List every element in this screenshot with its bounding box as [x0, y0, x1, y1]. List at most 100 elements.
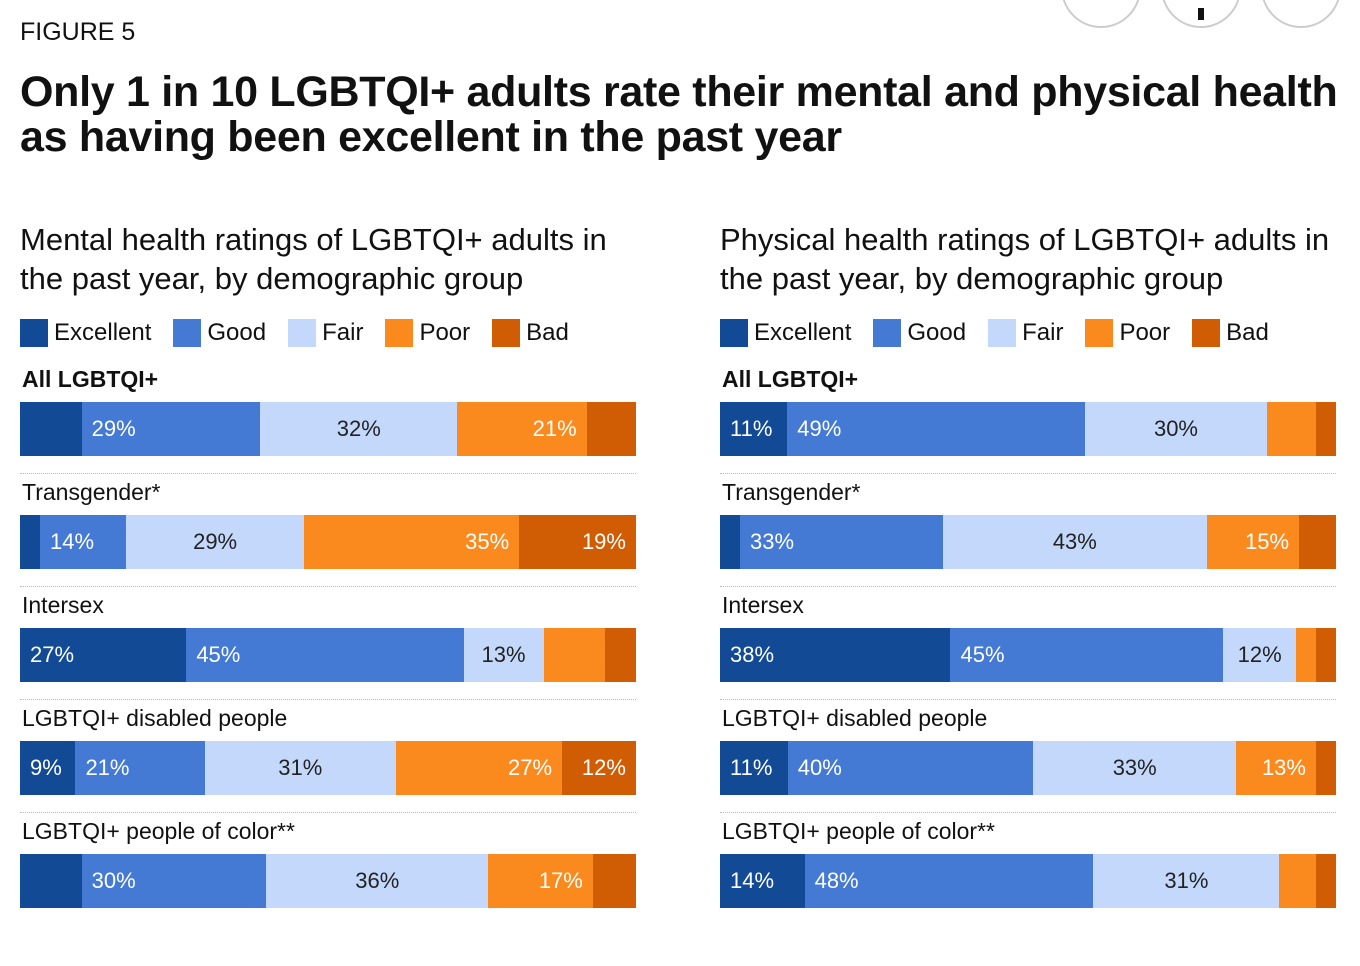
stacked-bar: 38% 45% 12% — [720, 628, 1336, 682]
bar-segment-poor: 13% — [1235, 741, 1316, 795]
bar-row: LGBTQI+ people of color** 30% 36% 17% — [20, 813, 636, 926]
data-label: 49% — [797, 416, 842, 441]
action-button-2[interactable] — [1161, 0, 1241, 28]
stacked-bar: 30% 36% 17% — [20, 854, 636, 908]
bar-segment-excellent: 14% — [720, 854, 805, 908]
bar-segment-good: 45% — [950, 628, 1224, 682]
mental-health-chart: Mental health ratings of LGBTQI+ adults … — [20, 220, 636, 926]
bar-segment-bad — [1315, 741, 1336, 795]
legend: Excellent Good Fair Poor Bad — [20, 319, 636, 347]
bar-segment-bad — [592, 854, 636, 908]
bar-segment-excellent: 38% — [720, 628, 951, 682]
stacked-bar: 9% 21% 31% 27% 12% — [20, 741, 636, 795]
chart-title: Physical health ratings of LGBTQI+ adult… — [720, 222, 1330, 296]
bar-segment-fair: 13% — [463, 628, 544, 682]
legend-label: Fair — [1022, 319, 1064, 346]
row-label: Transgender* — [22, 479, 161, 505]
row-label: All LGBTQI+ — [22, 366, 159, 392]
bar-row: LGBTQI+ disabled people 11% 40% 33% 13% — [720, 700, 1336, 813]
bar-row: Transgender* 33% 43% 15% — [720, 474, 1336, 587]
chart-title: Mental health ratings of LGBTQI+ adults … — [20, 222, 607, 296]
legend-swatch — [988, 319, 1017, 347]
data-label: 35% — [465, 529, 510, 554]
bar-segment-bad — [586, 402, 636, 456]
bar-segment-good: 48% — [804, 854, 1094, 908]
bar-segment-excellent — [720, 515, 740, 569]
row-label: Intersex — [722, 592, 804, 618]
stacked-bar: 29% 32% 21% — [20, 402, 636, 456]
bar-segment-good: 30% — [81, 854, 267, 908]
bar-segment-fair: 31% — [204, 741, 396, 795]
legend-swatch — [873, 319, 902, 347]
data-label: 15% — [1245, 529, 1290, 554]
legend-label: Poor — [1119, 319, 1171, 346]
legend-swatch — [288, 319, 317, 347]
legend-label: Good — [907, 319, 967, 346]
physical-health-chart: Physical health ratings of LGBTQI+ adult… — [720, 220, 1337, 926]
legend-item: Excellent — [720, 319, 851, 347]
legend-label: Good — [207, 319, 267, 346]
data-label: 12% — [581, 755, 626, 780]
row-label: LGBTQI+ people of color** — [22, 818, 295, 844]
data-label: 14% — [50, 529, 95, 554]
data-label: 45% — [196, 642, 241, 667]
legend-item: Poor — [385, 319, 470, 347]
legend-label: Bad — [1226, 319, 1269, 346]
legend-swatch — [173, 319, 202, 347]
bar-segment-poor: 15% — [1206, 515, 1300, 569]
bar-segment-bad — [605, 628, 636, 682]
row-label: LGBTQI+ people of color** — [722, 818, 995, 844]
data-label: 21% — [85, 755, 130, 780]
data-label: 14% — [730, 868, 775, 893]
data-label: 29% — [91, 416, 136, 441]
bar-segment-good: 40% — [787, 741, 1034, 795]
more-button[interactable] — [1261, 0, 1341, 28]
bar-row: LGBTQI+ people of color** 14% 48% 31% — [720, 813, 1337, 926]
data-label: 27% — [30, 642, 75, 667]
bar-segment-excellent — [20, 854, 82, 908]
row-label: LGBTQI+ disabled people — [22, 705, 288, 731]
legend-swatch — [1192, 319, 1221, 347]
legend-label: Excellent — [754, 319, 852, 346]
bar-segment-bad — [1316, 402, 1336, 456]
legend-item: Good — [173, 319, 266, 347]
bar-row: Transgender* 14% 29% 35% 19% — [20, 474, 636, 587]
bar-row: LGBTQI+ disabled people 9% 21% 31% 27% 12% — [20, 700, 636, 813]
bar-segment-poor — [543, 628, 606, 682]
bar-segment-poor — [1266, 402, 1316, 456]
legend-item: Excellent — [20, 319, 151, 347]
data-label: 17% — [538, 868, 583, 893]
data-label: 13% — [1261, 755, 1306, 780]
legend: Excellent Good Fair Poor Bad — [720, 319, 1336, 347]
stacked-bar: 14% 48% 31% — [720, 854, 1337, 908]
row-label: Intersex — [22, 592, 104, 618]
data-label: 21% — [532, 416, 577, 441]
bar-segment-excellent: 27% — [20, 628, 187, 682]
data-label: 11% — [730, 416, 773, 441]
data-label: 19% — [581, 529, 626, 554]
row-label: LGBTQI+ disabled people — [722, 705, 988, 731]
data-label: 32% — [336, 416, 381, 441]
data-label: 40% — [797, 755, 842, 780]
data-label: 48% — [814, 868, 859, 893]
stacked-bar: 33% 43% 15% — [720, 515, 1336, 569]
legend-swatch — [385, 319, 414, 347]
action-button-1[interactable] — [1061, 0, 1141, 28]
legend-swatch — [720, 319, 748, 347]
bar-segment-fair: 30% — [1084, 402, 1267, 456]
legend-item: Fair — [988, 319, 1063, 347]
bar-row: Intersex 27% 45% 13% — [20, 587, 636, 700]
bar-segment-good: 21% — [75, 741, 205, 795]
stacked-bar: 14% 29% 35% 19% — [20, 515, 636, 569]
legend-swatch — [20, 319, 48, 347]
bar-segment-bad: 12% — [562, 741, 636, 795]
stacked-bar: 11% 40% 33% 13% — [720, 741, 1336, 795]
bar-segment-poor — [1295, 628, 1316, 682]
data-label: 13% — [481, 642, 526, 667]
bar-segment-fair: 29% — [126, 515, 305, 569]
data-label: 43% — [1052, 529, 1097, 554]
figure-label: FIGURE 5 — [20, 18, 136, 46]
legend-label: Fair — [322, 319, 364, 346]
data-label: 36% — [355, 868, 400, 893]
bar-segment-bad — [1315, 628, 1336, 682]
